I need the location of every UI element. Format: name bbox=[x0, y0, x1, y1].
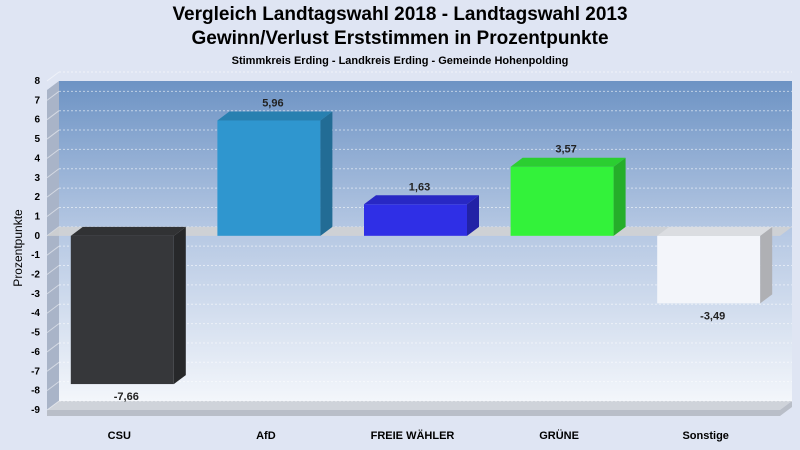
bar-front bbox=[657, 235, 761, 304]
y-tick-label: 5 bbox=[34, 134, 40, 145]
value-label: 1,63 bbox=[409, 181, 430, 193]
y-tick-label: -5 bbox=[31, 328, 40, 339]
y-tick-label: -6 bbox=[31, 347, 40, 358]
value-labels: -7,66 5,96 1,63 3,57 -3,49 bbox=[114, 97, 725, 403]
grid-line-wall bbox=[46, 361, 60, 372]
grid-line-wall bbox=[46, 245, 60, 256]
y-tick-label: 3 bbox=[34, 173, 40, 184]
bar-front bbox=[510, 166, 614, 236]
bar-front bbox=[217, 120, 321, 236]
grid-line-wall bbox=[46, 187, 60, 198]
category-label: Sonstige bbox=[682, 430, 728, 442]
grid-lines bbox=[46, 71, 792, 411]
grid-line-wall bbox=[46, 400, 60, 411]
grid-line-wall bbox=[46, 110, 60, 121]
grid-line-wall bbox=[46, 284, 60, 295]
y-tick-label: 4 bbox=[34, 153, 40, 164]
bar-top bbox=[70, 226, 186, 236]
y-axis-label: Prozentpunkte bbox=[11, 209, 25, 287]
bar-side bbox=[613, 157, 626, 236]
y-tick-label: -8 bbox=[31, 386, 40, 397]
y-tick-label: -9 bbox=[31, 405, 40, 416]
plot-left-wall bbox=[47, 81, 59, 410]
grid-line-wall bbox=[46, 207, 60, 217]
category-label: CSU bbox=[108, 430, 131, 442]
y-tick-label: 2 bbox=[34, 192, 40, 203]
plot-floor bbox=[47, 401, 792, 410]
bar-side bbox=[760, 226, 773, 304]
y-tick-label: -1 bbox=[31, 250, 40, 261]
grid-line-wall bbox=[46, 129, 60, 140]
bar-top bbox=[657, 226, 773, 236]
grid-line-wall bbox=[46, 168, 60, 179]
bar-side bbox=[173, 226, 186, 385]
chart-subtitle: Stimmkreis Erding - Landkreis Erding - G… bbox=[231, 55, 569, 67]
bar-side bbox=[467, 195, 479, 236]
bar-top bbox=[364, 195, 479, 205]
grid-line-wall bbox=[46, 381, 60, 392]
category-label: FREIE WÄHLER bbox=[371, 429, 455, 442]
bar-afd bbox=[217, 111, 333, 236]
bar-top bbox=[510, 157, 626, 167]
grid-line-wall bbox=[46, 303, 60, 314]
value-label: -3,49 bbox=[700, 310, 725, 322]
bar-front bbox=[70, 235, 174, 385]
chart-title-line2: Gewinn/Verlust Erststimmen in Prozentpun… bbox=[191, 28, 609, 49]
category-label: GRÜNE bbox=[539, 429, 579, 442]
y-tick-label: -4 bbox=[31, 308, 40, 319]
category-label: AfD bbox=[256, 430, 276, 442]
bar-csu bbox=[70, 226, 186, 385]
grid-line-wall bbox=[46, 149, 60, 159]
grid-line-wall bbox=[46, 90, 60, 101]
bar-sonstige bbox=[657, 226, 773, 304]
value-label: 3,57 bbox=[555, 144, 576, 156]
bars bbox=[70, 111, 773, 385]
grid-line-wall bbox=[46, 265, 60, 275]
grid-line-wall bbox=[46, 323, 60, 333]
grid-line-wall bbox=[46, 71, 60, 82]
bar-freie-wähler bbox=[364, 195, 479, 236]
y-tick-label: -2 bbox=[31, 270, 40, 281]
bar-grüne bbox=[510, 157, 626, 236]
bar-front bbox=[364, 204, 467, 236]
bar-side bbox=[320, 111, 333, 236]
bar-top bbox=[217, 111, 333, 121]
value-label: -7,66 bbox=[114, 391, 139, 403]
y-tick-label: 0 bbox=[34, 231, 40, 242]
plot-base bbox=[47, 401, 792, 416]
y-tick-label: 7 bbox=[34, 95, 40, 106]
y-tick-label: -3 bbox=[31, 289, 40, 300]
chart-title: Vergleich Landtagswahl 2018 - Landtagswa… bbox=[172, 4, 628, 25]
y-tick-label: 1 bbox=[34, 211, 40, 222]
category-labels: CSU AfD FREIE WÄHLER GRÜNE Sonstige bbox=[108, 429, 729, 442]
grid-line-wall bbox=[46, 342, 60, 353]
y-tick-label: 6 bbox=[34, 115, 40, 126]
value-label: 5,96 bbox=[262, 97, 283, 109]
y-axis-ticks: 8 7 6 5 4 3 2 1 0 -1 -2 -3 -4 -5 -6 -7 -8 -9 bbox=[31, 76, 40, 416]
y-tick-label: 8 bbox=[34, 76, 40, 87]
y-tick-label: -7 bbox=[31, 366, 40, 377]
